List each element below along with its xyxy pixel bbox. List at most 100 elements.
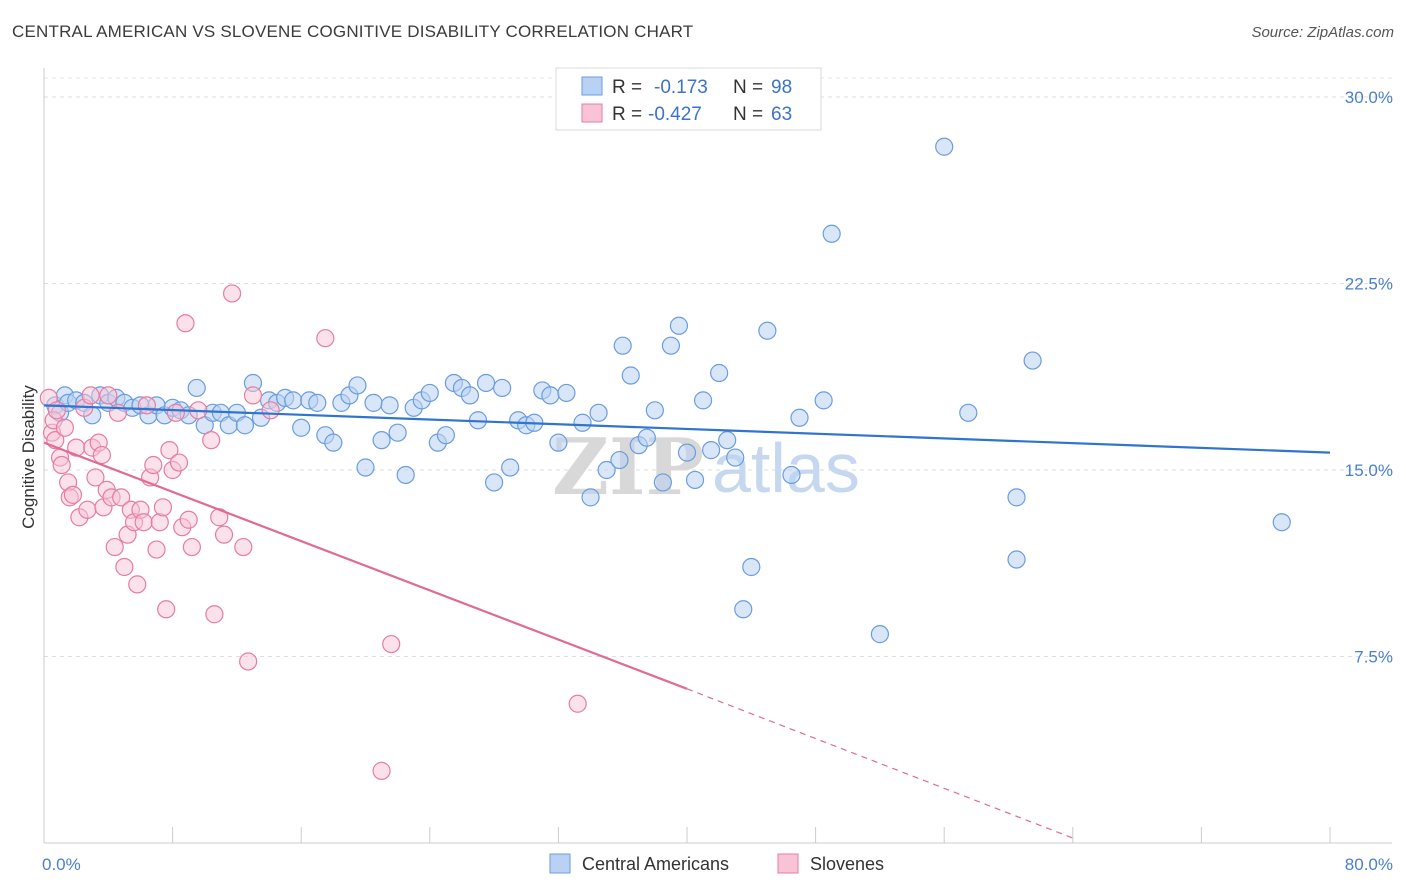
central-point bbox=[476, 373, 496, 393]
central-point bbox=[693, 391, 713, 410]
legend-r-label-central: R = bbox=[612, 77, 642, 98]
slovene-point bbox=[243, 386, 263, 405]
bottom-legend-slovene: Slovenes bbox=[810, 854, 884, 874]
central-point bbox=[364, 393, 383, 412]
central-point bbox=[235, 416, 255, 435]
central-point bbox=[460, 386, 480, 405]
watermark: ZIP atlas bbox=[552, 422, 860, 513]
slovene-point bbox=[182, 537, 201, 557]
central-point bbox=[870, 625, 890, 644]
x-tick-label-0: 0.0% bbox=[42, 855, 81, 874]
slovene-point bbox=[86, 468, 105, 487]
central-point bbox=[380, 396, 399, 415]
central-point bbox=[549, 433, 568, 452]
slovene-point bbox=[150, 513, 169, 532]
central-point bbox=[1007, 550, 1026, 569]
bottom-swatch-slovene bbox=[777, 853, 799, 874]
slovene-point bbox=[169, 453, 189, 472]
central-point bbox=[610, 450, 629, 470]
central-point bbox=[485, 473, 504, 492]
legend-r-value-slovene: -0.427 bbox=[648, 104, 702, 125]
watermark-zip: ZIP bbox=[552, 422, 704, 513]
central-point bbox=[1272, 513, 1291, 532]
central-point bbox=[790, 408, 809, 427]
central-point bbox=[726, 448, 745, 467]
slovene-point bbox=[214, 525, 234, 544]
central-point bbox=[710, 363, 729, 383]
central-point bbox=[348, 376, 367, 395]
trend-lines bbox=[43, 404, 1331, 839]
central-point bbox=[396, 465, 415, 485]
central-point bbox=[685, 470, 705, 490]
slovene-point bbox=[105, 537, 124, 557]
central-point bbox=[501, 458, 520, 477]
slovene-point bbox=[166, 403, 185, 422]
x-tick-label-1: 80.0% bbox=[1345, 855, 1393, 874]
central-point bbox=[589, 403, 608, 422]
slovene-point bbox=[134, 513, 153, 532]
slovene-point bbox=[115, 557, 134, 577]
slovene-point bbox=[160, 441, 179, 460]
legend-n-value-slovene: 63 bbox=[771, 104, 792, 125]
central-point bbox=[1007, 488, 1026, 507]
central-point bbox=[557, 383, 576, 403]
bottom-legend-central: Central Americans bbox=[582, 854, 729, 874]
legend-n-label-slovene: N = bbox=[733, 104, 763, 125]
central-point bbox=[187, 378, 206, 398]
legend-swatch-slovene bbox=[581, 103, 603, 123]
central-point bbox=[324, 433, 343, 452]
central-point bbox=[734, 600, 753, 619]
central-point bbox=[645, 401, 664, 420]
legend-top: R = -0.173 N = 98 R = -0.427 N = 63 bbox=[555, 67, 822, 131]
slovene-point bbox=[128, 575, 147, 594]
slovene-point bbox=[81, 386, 100, 405]
central-point bbox=[372, 431, 391, 450]
central-point bbox=[420, 383, 439, 403]
y-axis-label: Cognitive Disability bbox=[19, 385, 38, 529]
slovene-point bbox=[316, 329, 335, 348]
slovene-point bbox=[55, 418, 74, 437]
slovene-point bbox=[261, 401, 280, 420]
slovene-point bbox=[147, 540, 166, 559]
slovene-point bbox=[144, 455, 163, 475]
central-point bbox=[702, 441, 721, 460]
central-point bbox=[822, 224, 841, 243]
central-point bbox=[653, 473, 672, 492]
central-point bbox=[292, 418, 311, 437]
trend-line-slovene-extension bbox=[686, 688, 1074, 839]
central-point bbox=[782, 465, 801, 485]
y-tick-label-2: 22.5% bbox=[1345, 275, 1393, 294]
central-point bbox=[669, 316, 689, 335]
slovene-point bbox=[222, 284, 242, 303]
central-point bbox=[597, 460, 616, 480]
legend-r-value-central: -0.173 bbox=[654, 77, 708, 98]
central-point bbox=[573, 413, 592, 432]
series-slovenes bbox=[39, 284, 587, 780]
source-label: Source: ZipAtlas.com bbox=[1251, 24, 1394, 41]
slovene-point bbox=[99, 386, 118, 405]
bottom-swatch-central bbox=[549, 853, 571, 874]
slovene-point bbox=[202, 431, 221, 450]
central-point bbox=[493, 378, 512, 398]
central-point bbox=[758, 321, 777, 340]
slovene-point bbox=[179, 510, 198, 529]
axes bbox=[43, 68, 1392, 844]
chart-title: CENTRAL AMERICAN VS SLOVENE COGNITIVE DI… bbox=[12, 22, 694, 41]
legend-bottom: Central Americans Slovenes bbox=[549, 853, 884, 874]
trend-line-slovene bbox=[43, 441, 688, 690]
legend-r-label-slovene: R = bbox=[612, 104, 642, 125]
central-point bbox=[718, 431, 737, 450]
trend-line-central bbox=[43, 404, 1331, 454]
y-tick-label-3: 30.0% bbox=[1345, 88, 1393, 107]
slovene-point bbox=[137, 396, 156, 415]
legend-n-label-central: N = bbox=[733, 77, 763, 98]
legend-n-value-central: 98 bbox=[771, 77, 792, 98]
x-tick-labels: 0.0% 80.0% bbox=[42, 855, 1393, 874]
slovene-point bbox=[176, 314, 195, 333]
central-point bbox=[613, 336, 632, 355]
slovene-point bbox=[92, 445, 111, 465]
slovene-point bbox=[234, 537, 253, 557]
central-point bbox=[621, 366, 640, 385]
central-point bbox=[541, 386, 560, 405]
